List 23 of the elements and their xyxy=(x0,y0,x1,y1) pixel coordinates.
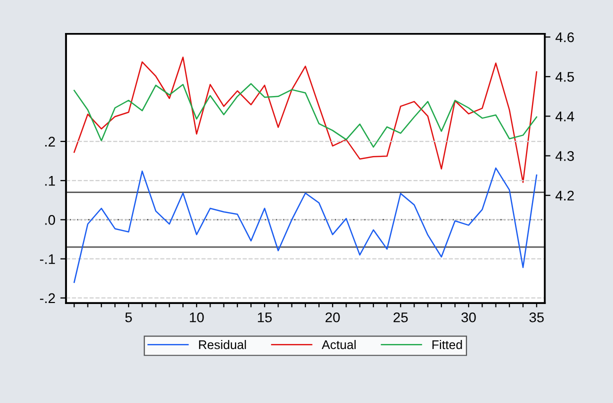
line-series xyxy=(74,83,538,148)
x-tick-label: 30 xyxy=(461,312,476,322)
line-series xyxy=(74,167,538,283)
y-tick-label: .2 xyxy=(45,136,55,146)
y2-tick-label: 4.5 xyxy=(556,72,574,82)
legend-label: Actual xyxy=(322,340,356,350)
y2-tick-label: 4.2 xyxy=(556,190,574,200)
y-tick-label: -.2 xyxy=(40,293,55,303)
x-tick-label: 5 xyxy=(125,312,132,322)
legend-label: Fitted xyxy=(432,340,462,350)
x-tick-label: 25 xyxy=(394,312,408,322)
x-tick-label: 10 xyxy=(190,312,204,322)
y-tick-label: .1 xyxy=(45,176,55,186)
x-tick-label: 15 xyxy=(258,312,272,322)
line-series xyxy=(74,56,538,183)
x-tick-label: 20 xyxy=(326,312,340,322)
y-tick-label: .0 xyxy=(45,215,56,225)
y2-tick-label: 4.6 xyxy=(556,32,574,42)
y2-tick-label: 4.3 xyxy=(556,151,574,161)
legend-label: Residual xyxy=(199,340,246,350)
y-tick-label: -.1 xyxy=(40,254,55,264)
x-tick-label: 35 xyxy=(529,312,544,322)
y2-tick-label: 4.4 xyxy=(556,112,574,122)
